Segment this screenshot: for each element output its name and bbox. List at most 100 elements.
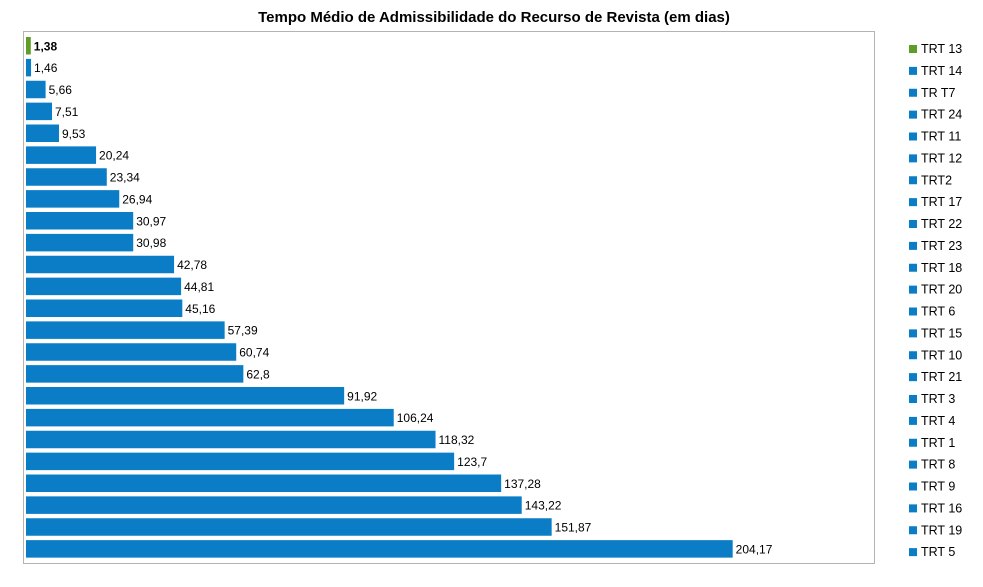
bar-trt-9: [26, 474, 502, 492]
legend-swatch: [909, 526, 917, 535]
legend-swatch: [909, 351, 917, 360]
bar-trt-22: [26, 212, 134, 230]
legend: TRT 13 TRT 14 TR T7 TRT 24 TRT 11 TRT 12 TRT2 T…: [909, 42, 962, 559]
bar-trt-14: [26, 58, 32, 77]
data-label: 62,8: [246, 367, 270, 381]
legend-label: TRT2: [921, 173, 952, 187]
data-label: 143,22: [525, 499, 562, 513]
data-label: 26,94: [122, 192, 152, 206]
data-label: 30,97: [136, 214, 166, 228]
legend-swatch: [909, 416, 917, 425]
legend-label: TRT 12: [921, 151, 962, 165]
legend-label: TRT 19: [921, 523, 962, 537]
data-label: 1,46: [34, 61, 58, 75]
bar-tr-t7: [26, 80, 46, 99]
bar-trt-24: [26, 102, 52, 121]
legend-swatch: [909, 45, 917, 53]
data-label: 60,74: [239, 346, 269, 360]
bar-trt-21: [26, 365, 244, 383]
chart-title: Tempo Médio de Admissibilidade do Recurs…: [258, 9, 730, 26]
legend-swatch: [909, 285, 917, 294]
legend-label: TRT 9: [921, 480, 955, 494]
legend-label: TRT 18: [921, 261, 962, 275]
legend-label: TRT 3: [921, 392, 955, 406]
data-label: 57,39: [228, 324, 258, 338]
legend-swatch: [909, 66, 917, 75]
legend-swatch: [909, 373, 917, 382]
data-label: 45,16: [185, 302, 215, 316]
bar-trt-3: [26, 387, 345, 405]
data-label: 42,78: [177, 258, 207, 272]
data-label: 5,66: [49, 83, 73, 97]
bar-trt-12: [26, 146, 97, 164]
data-label: 106,24: [397, 411, 434, 425]
legend-label: TRT 11: [921, 130, 961, 144]
legend-swatch: [909, 176, 917, 185]
bar-trt-10: [26, 343, 237, 361]
bar-trt-19: [26, 518, 552, 536]
data-label: 20,24: [99, 149, 129, 163]
legend-label: TR T7: [921, 86, 956, 100]
data-label: 23,34: [110, 171, 140, 185]
bar-trt-1: [26, 430, 436, 449]
data-label: 7,51: [55, 105, 79, 119]
legend-swatch: [909, 307, 917, 316]
legend-label: TRT 5: [921, 545, 955, 559]
legend-label: TRT 20: [921, 283, 962, 297]
legend-label: TRT 23: [921, 239, 962, 253]
bar-trt2: [26, 168, 107, 186]
bar-trt-8: [26, 452, 455, 471]
legend-swatch: [909, 504, 917, 513]
legend-swatch: [909, 329, 917, 338]
legend-label: TRT 14: [921, 64, 962, 78]
data-label: 137,28: [504, 477, 541, 491]
legend-swatch: [909, 460, 917, 469]
data-label: 1,38: [34, 39, 58, 53]
bar-trt-13: [26, 37, 31, 55]
legend-swatch: [909, 110, 917, 119]
data-label: 9,53: [62, 127, 86, 141]
legend-label: TRT 6: [921, 305, 955, 319]
bar-trt-20: [26, 277, 182, 296]
bar-trt-6: [26, 299, 183, 317]
bar-trt-17: [26, 190, 120, 208]
data-label: 91,92: [347, 389, 377, 403]
legend-label: TRT 24: [921, 108, 962, 122]
legend-label: TRT 22: [921, 217, 962, 231]
data-label: 151,87: [555, 521, 592, 535]
legend-swatch: [909, 395, 917, 403]
bar-trt-23: [26, 233, 134, 252]
data-label: 118,32: [439, 433, 475, 447]
legend-swatch: [909, 220, 917, 228]
bars-group: [26, 37, 733, 558]
legend-swatch: [909, 154, 917, 163]
legend-swatch: [909, 198, 917, 207]
legend-label: TRT 21: [921, 370, 962, 384]
legend-label: TRT 15: [921, 326, 962, 340]
legend-swatch: [909, 132, 917, 141]
bar-trt-4: [26, 408, 394, 427]
legend-swatch: [909, 88, 917, 97]
data-label: 123,7: [457, 455, 487, 469]
legend-swatch: [909, 482, 917, 491]
legend-swatch: [909, 241, 917, 250]
data-labels-group: 1,38 1,46 5,66 7,51 9,53 20,24 23,34 26,94 30,97…: [34, 39, 773, 556]
legend-label: TRT 17: [921, 195, 962, 209]
bar-trt-16: [26, 496, 522, 514]
legend-swatch: [909, 438, 917, 447]
legend-label: TRT 4: [921, 414, 955, 428]
data-label: 44,81: [184, 280, 214, 294]
bar-trt-11: [26, 124, 59, 142]
legend-label: TRT 16: [921, 501, 962, 515]
data-label: 204,17: [736, 542, 773, 556]
legend-label: TRT 13: [921, 42, 962, 56]
bar-trt-15: [26, 321, 225, 339]
data-label: 30,98: [136, 236, 166, 250]
legend-swatch: [909, 263, 917, 272]
legend-label: TRT 8: [921, 458, 955, 472]
legend-swatch: [909, 548, 917, 557]
bar-trt-18: [26, 255, 175, 274]
legend-label: TRT 1: [921, 436, 955, 450]
legend-label: TRT 10: [921, 348, 962, 362]
